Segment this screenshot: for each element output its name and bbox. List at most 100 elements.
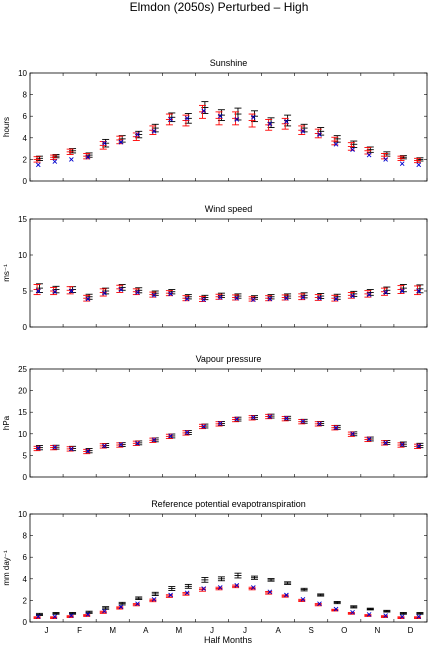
observed-errorbar [168,586,176,591]
scenario-point [151,129,157,134]
observed-errorbar [118,601,126,606]
scenario-point [135,440,140,446]
x-marker-stroke [267,121,273,127]
x-marker-stroke [135,132,140,137]
scenario-point [267,589,273,595]
observed-errorbar [416,612,424,615]
observed-errorbar [333,601,341,605]
scenario-point [250,415,256,420]
x-marker-stroke [217,421,223,426]
x-marker-stroke [52,159,58,164]
x-marker-stroke [217,295,223,300]
scenario-point [201,108,207,114]
observed-errorbar [217,576,225,582]
month-label: A [143,626,149,635]
scenario-point [317,132,322,137]
x-marker-stroke [399,614,405,619]
scenario-point [118,139,124,145]
x-marker-stroke [118,287,124,292]
month-label: J [210,626,214,635]
scenario-point [416,162,422,168]
x-marker-stroke [300,129,306,134]
y-axis-label: hours [2,117,11,137]
month-label: O [341,626,347,635]
y-tick-label: 15 [18,215,27,224]
scenario-point [69,613,74,618]
scenario-point [383,613,388,618]
scenario-point [201,586,207,591]
x-marker-stroke [184,590,190,596]
scenario-point [52,444,58,450]
scenario-point [250,585,256,590]
y-axis-label: mm day⁻¹ [2,550,11,586]
scenario-point [102,443,107,449]
month-label: D [408,626,414,635]
panel-title: Vapour pressure [196,354,262,364]
x-marker-stroke [416,288,422,294]
scenario-point [300,295,306,300]
chart-panel: Vapour pressure hPa 0 5 10 15 20 25 [2,354,428,482]
scenario-point [69,157,74,162]
scenario-point [135,132,140,137]
scenario-point [267,296,273,302]
x-marker-stroke [300,597,306,602]
month-label: M [109,626,116,635]
y-tick-label: 0 [23,177,28,186]
x-marker-stroke [118,442,124,447]
x-marker-stroke [234,416,240,422]
x-marker-stroke [135,601,140,606]
x-marker-stroke [383,440,388,446]
x-marker-stroke [267,296,273,302]
y-axis-label: hPa [2,415,11,430]
x-marker-stroke [234,295,240,301]
scenario-point [35,614,41,619]
x-marker-stroke [284,119,289,124]
scenario-point [69,446,74,452]
scenario-point [85,612,91,617]
x-marker-stroke [151,597,157,602]
observed-errorbar [135,596,143,600]
y-tick-label: 4 [23,575,28,584]
scenario-point [399,288,405,294]
month-label: J [45,626,49,635]
x-marker-stroke [416,162,422,168]
x-marker-stroke [250,585,256,590]
scenario-point [201,297,207,302]
x-marker-stroke [168,291,173,297]
chart-panel: Wind speed ms⁻¹ 0 5 10 15 [2,204,428,332]
x-marker-stroke [234,117,240,122]
y-tick-label: 4 [23,134,28,143]
month-label: A [275,626,281,635]
x-marker-stroke [267,589,273,595]
scenario-point [35,288,41,294]
y-tick-label: 6 [23,112,28,121]
x-marker-stroke [300,295,306,300]
observed-errorbar [317,593,325,597]
x-marker-stroke [52,289,58,295]
x-marker-stroke [151,129,157,134]
panels: Sunshine hours 0 2 4 6 8 10 Wind speed ms⁻¹ 0 5 10 15… [2,58,428,635]
scenario-point [184,590,190,596]
scenario-point [151,597,157,602]
scenario-point [168,592,173,598]
x-marker-stroke [184,296,190,302]
scenario-point [366,612,372,617]
x-marker-stroke [69,288,74,294]
x-marker-stroke [250,297,256,302]
x-marker-stroke [284,592,289,598]
scenario-point [383,157,388,162]
control-errorbar [165,113,173,126]
x-marker-stroke [333,141,339,147]
observed-errorbar [383,609,391,613]
x-marker-stroke [135,440,140,446]
y-tick-label: 0 [23,323,28,332]
scenario-point [234,295,240,301]
scenario-point [383,440,388,446]
x-marker-stroke [333,296,339,302]
observed-errorbar [52,612,60,615]
x-marker-stroke [416,443,422,449]
x-marker-stroke [201,297,207,302]
x-axis-label: Half Months [204,635,253,645]
